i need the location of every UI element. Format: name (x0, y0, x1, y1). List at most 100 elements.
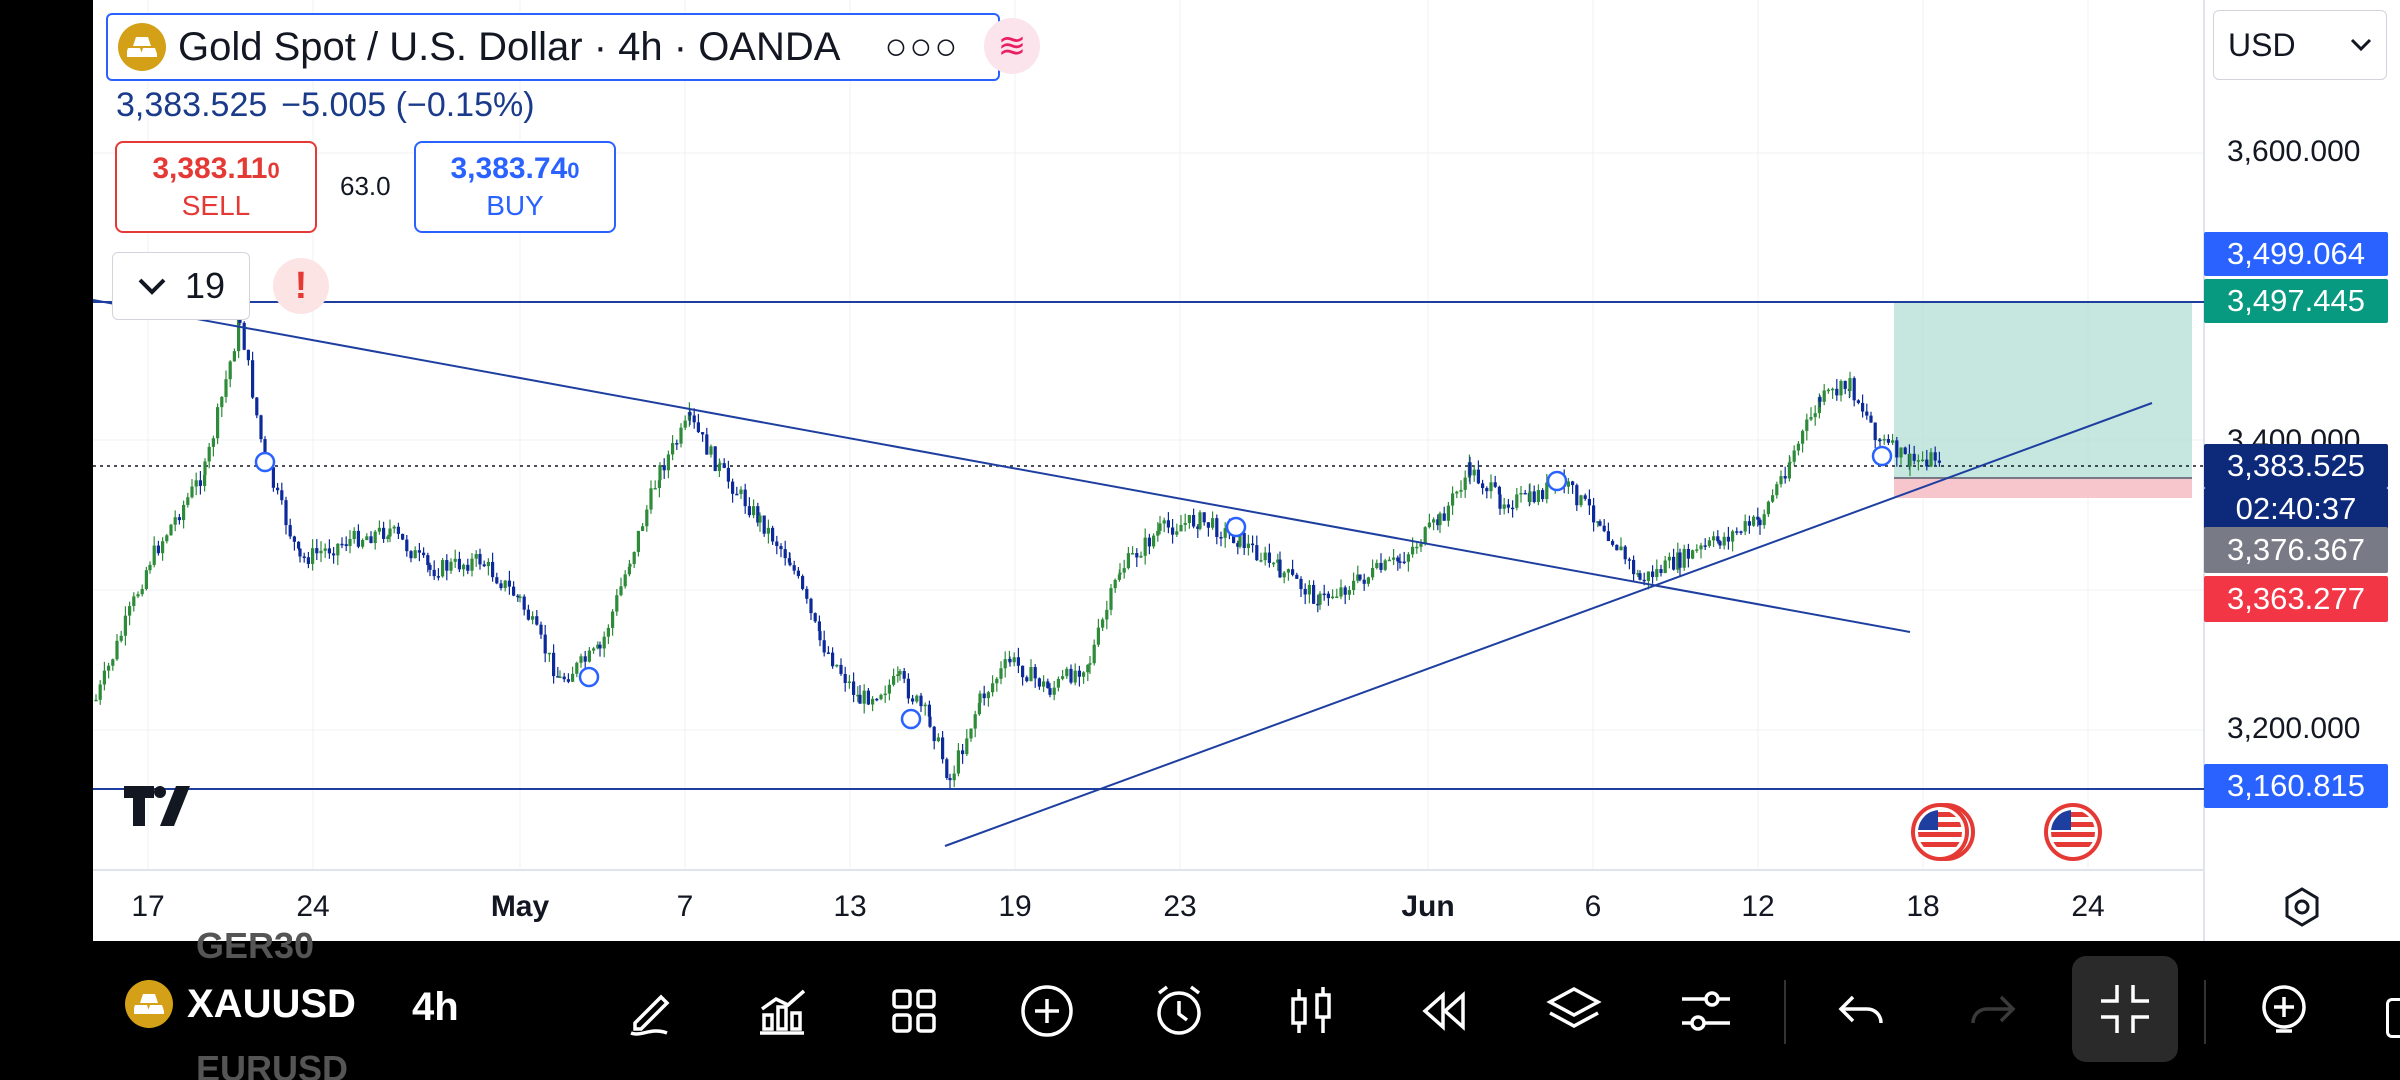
candle-body (503, 580, 507, 588)
candle-body (1282, 572, 1286, 578)
candles-icon[interactable] (1275, 975, 1347, 1047)
redo-icon[interactable] (1957, 975, 2029, 1047)
watchlist-next-symbol[interactable]: EURUSD (196, 1048, 349, 1080)
candle-body (743, 489, 747, 507)
currency-select[interactable]: USD (2213, 10, 2387, 80)
interval-selector[interactable]: 4h (412, 985, 459, 1029)
time-tick: 18 (1906, 890, 1940, 923)
candle-body (1779, 476, 1783, 485)
symbol-header[interactable]: Gold Spot / U.S. Dollar · 4h · OANDA ○○○ (106, 13, 1000, 81)
indicators-icon[interactable] (746, 975, 818, 1047)
candle-body (1029, 667, 1033, 682)
candle-body (1831, 388, 1835, 391)
candle-body (1291, 569, 1295, 575)
candle-body (382, 527, 386, 539)
candle-body (927, 704, 931, 717)
candle-body (1276, 559, 1280, 563)
settings-sliders-icon[interactable] (1670, 975, 1742, 1047)
candle-body (965, 738, 969, 755)
candle-body (495, 577, 499, 584)
candle-body (1187, 514, 1191, 523)
candle-body (839, 664, 843, 674)
candle-body (583, 656, 587, 662)
exit-fullscreen-icon[interactable] (2072, 956, 2178, 1062)
event-markers (254, 445, 1893, 730)
support-price-tag[interactable]: 3,160.815 (2204, 764, 2388, 808)
candle-body (866, 690, 870, 705)
add-chart-icon[interactable] (2248, 975, 2320, 1047)
candle-body (1442, 513, 1446, 521)
candle-body (405, 539, 409, 552)
candle-body (1025, 677, 1029, 682)
candle-body (228, 361, 232, 380)
watchlist-prev-symbol[interactable]: GER30 (196, 925, 315, 966)
layers-icon[interactable] (1538, 975, 1610, 1047)
candle-body (332, 553, 336, 556)
candle-body (1118, 572, 1122, 575)
candle-body (1775, 484, 1779, 496)
indicator-wave-icon[interactable]: ≋ (984, 18, 1040, 74)
candle-body (1012, 657, 1016, 663)
buy-button[interactable]: 3,383.740 BUY (414, 141, 616, 233)
candle-body (1611, 541, 1615, 545)
candle-body (1352, 580, 1356, 591)
candle-body (932, 726, 936, 742)
candle-body (896, 674, 900, 677)
candle-body (1246, 543, 1250, 549)
candle-body (1037, 678, 1041, 687)
current-price-tag: 3,383.525 (2204, 444, 2388, 488)
candle-body (1236, 543, 1240, 547)
candle-body (847, 681, 851, 683)
candle-body (1839, 380, 1843, 396)
replay-icon[interactable] (1407, 975, 1479, 1047)
candle-body (152, 545, 156, 565)
indicators-collapse-button[interactable]: 19 (112, 252, 250, 320)
candle-body (713, 446, 717, 471)
warning-icon[interactable]: ! (273, 258, 329, 314)
candle-body (1752, 516, 1756, 526)
candle-body (579, 656, 583, 663)
time-tick: 19 (998, 890, 1032, 923)
candle-body (1312, 584, 1316, 604)
candle-body (1166, 520, 1170, 528)
candle-body (1392, 557, 1396, 560)
candle-body (457, 558, 461, 570)
candle-body (1016, 657, 1020, 666)
sell-button[interactable]: 3,383.110 SELL (115, 141, 317, 233)
candle-body (619, 586, 623, 596)
more-dots-icon[interactable]: ○○○ (884, 25, 960, 68)
pencil-icon[interactable] (615, 975, 687, 1047)
candle-body (1008, 659, 1012, 663)
candle-body (417, 550, 421, 553)
candle-body (1272, 562, 1276, 565)
candle-body (1101, 619, 1105, 628)
settings-icon[interactable] (2280, 885, 2324, 934)
grid-layout-icon[interactable] (878, 975, 950, 1047)
target-price-tag[interactable]: 3,497.445 (2204, 279, 2388, 323)
candle-body (731, 481, 735, 494)
candle-body (739, 489, 743, 494)
candle-body (1109, 588, 1113, 610)
alarm-icon[interactable] (1143, 975, 1215, 1047)
side-panel-handle[interactable] (2386, 998, 2400, 1038)
candle-body (898, 671, 902, 675)
candle-body (462, 564, 466, 570)
entry-price-tag[interactable]: 3,376.367 (2204, 527, 2388, 573)
price-chart[interactable] (0, 0, 2400, 941)
indicator-count: 19 (184, 265, 226, 306)
candle-body (1398, 561, 1402, 563)
candle-body (1383, 560, 1387, 570)
candle-body (1463, 477, 1467, 490)
candle-body (165, 535, 169, 542)
gold-bars-icon (125, 980, 173, 1028)
add-icon[interactable] (1011, 975, 1083, 1047)
candle-body (1575, 485, 1579, 506)
candle-body (628, 564, 632, 567)
stop-price-tag[interactable]: 3,363.277 (2204, 576, 2388, 622)
candle-body (428, 565, 432, 570)
undo-icon[interactable] (1825, 975, 1897, 1047)
candle-body (1468, 462, 1472, 476)
alert-price-tag[interactable]: 3,499.064 (2204, 232, 2388, 276)
candle-body (207, 446, 211, 462)
symbol-selector[interactable]: XAUUSD (125, 980, 356, 1028)
